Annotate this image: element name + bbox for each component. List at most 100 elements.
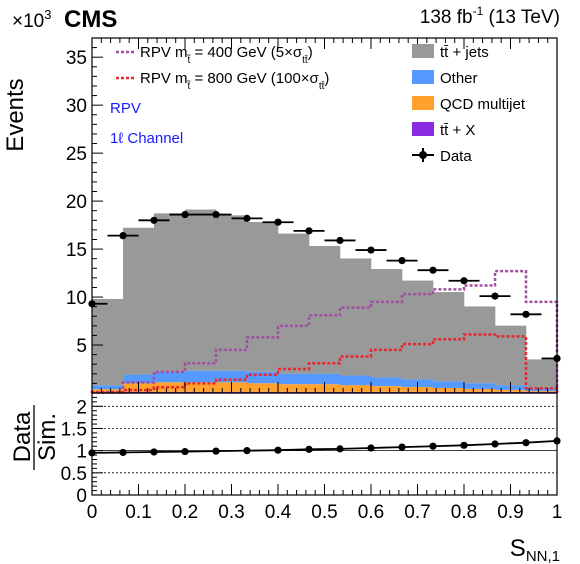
cms-logo-text: CMS: [64, 6, 117, 33]
data-point-3: [181, 210, 189, 219]
legend-swatch-ttx: [412, 122, 434, 136]
bar-other-11: [432, 381, 465, 389]
data-point-4: [212, 210, 220, 219]
data-point-1: [119, 232, 127, 240]
bar-tt-jets-9: [371, 269, 403, 378]
data-point-13: [491, 292, 499, 300]
legend-label-qcd: QCD multijet: [440, 96, 526, 113]
legend-label-data: Data: [440, 148, 472, 165]
data-point-5: [243, 214, 251, 222]
bar-qcd-multijet-2: [153, 382, 186, 392]
bar-other-6: [278, 373, 310, 385]
background-legend: tt̄ + jets Other QCD multijet tt̄ + X Da…: [412, 44, 526, 165]
ratio-point-9: [367, 444, 375, 452]
bar-tt-jets-13: [495, 325, 527, 386]
bar-other-9: [371, 377, 403, 387]
bar-qcd-multijet-11: [432, 388, 465, 392]
data-point-14: [522, 310, 530, 318]
ratio-point-8: [336, 445, 344, 453]
x-tick-label: 0: [87, 502, 98, 523]
ratio-x-axis: 0 0.1 0.2 0.3 0.4 0.5 0.6 0.7 0.8 0.9 1: [87, 484, 563, 523]
signal-lines: [90, 269, 559, 394]
bar-other-5: [246, 371, 279, 384]
luminosity-label: 138 fb-1 (13 TeV): [420, 4, 560, 28]
ratio-point-10: [398, 443, 406, 451]
ratio-points: [88, 437, 561, 457]
x-tick-label: 0.4: [265, 502, 292, 523]
bar-tt-jets-3: [185, 209, 217, 371]
bar-qcd-multijet-6: [278, 384, 310, 392]
bar-qcd-multijet-14: [525, 391, 558, 393]
bar-tt-jets-1: [123, 227, 155, 375]
bar-other-7: [309, 373, 341, 385]
data-points: [88, 210, 561, 363]
ratio-point-13: [491, 440, 499, 448]
ratio-y-axis: 00.511.52: [61, 396, 103, 507]
stacked-histogram: [92, 209, 558, 393]
ratio-point-7: [305, 445, 313, 453]
bar-other-2: [153, 371, 186, 383]
bar-other-1: [123, 374, 155, 384]
bar-qcd-multijet-12: [464, 388, 496, 392]
bar-other-14: [525, 388, 558, 392]
ratio-gridlines: [92, 405, 557, 474]
signal-legend: RPV mt̃ = 400 GeV (5×σtt̄) RPV mt̃ = 800…: [116, 44, 329, 92]
signal-400-legend-label: RPV mt̃ = 400 GeV (5×σtt̄): [140, 44, 313, 66]
ratio-y-tick-label: 0: [76, 486, 87, 507]
bar-qcd-multijet-8: [339, 385, 372, 392]
bar-tt-jets-5: [246, 222, 279, 372]
y-tick-label: 30: [66, 96, 87, 117]
bar-tt-jets-6: [278, 233, 310, 374]
bar-other-4: [216, 370, 248, 383]
ratio-point-11: [429, 442, 437, 450]
bar-tt-jets-12: [464, 306, 496, 384]
ratio-y-tick-label: 0.5: [61, 464, 87, 485]
bar-tt-jets-11: [432, 292, 465, 382]
y-tick-label: 5: [76, 336, 87, 357]
bar-qcd-multijet-0: [92, 389, 124, 393]
ratio-y-tick-label: 1.5: [61, 419, 87, 440]
bar-tt-jets-8: [339, 258, 372, 376]
data-point-11: [429, 266, 437, 274]
ratio-point-4: [212, 447, 220, 455]
ratio-y-tick-label: 1: [76, 442, 87, 463]
x-tick-label: 0.6: [358, 502, 384, 523]
x-tick-label: 0.1: [125, 502, 151, 523]
bar-qcd-multijet-9: [371, 386, 403, 392]
bar-tt-jets-4: [216, 215, 248, 371]
bar-tt-jets-14: [525, 359, 558, 389]
ratio-point-2: [150, 448, 158, 456]
x-tick-label: 0.9: [497, 502, 523, 523]
data-point-12: [460, 277, 468, 285]
legend-swatch-ttjets: [412, 44, 434, 58]
data-point-6: [274, 218, 282, 226]
x-axis-title: SNN,1: [510, 535, 560, 564]
y-tick-label: 20: [66, 192, 87, 213]
legend-label-other: Other: [440, 70, 478, 87]
legend-swatch-other: [412, 70, 434, 84]
bar-other-0: [92, 385, 124, 390]
x-tick-label: 1: [552, 502, 563, 523]
ratio-point-6: [274, 446, 282, 454]
ratio-y-tick-label: 2: [76, 397, 87, 418]
bar-tt-jets-10: [402, 280, 434, 380]
bar-other-12: [464, 383, 496, 389]
bar-tt-jets-0: [92, 298, 124, 386]
y-tick-label: 10: [66, 288, 87, 309]
y-tick-label: 25: [66, 144, 87, 165]
x-tick-label: 0.2: [172, 502, 198, 523]
main-x-ticks: [91, 38, 558, 393]
legend-label-ttjets: tt̄ + jets: [440, 44, 489, 61]
ratio-point-3: [181, 447, 189, 456]
y-tick-label: 15: [66, 240, 87, 261]
y-tick-label: 35: [66, 48, 87, 69]
ratio-line: [91, 439, 558, 454]
ratio-title-bottom: Sim.: [34, 413, 61, 461]
bar-other-8: [339, 375, 372, 386]
data-point-2: [150, 216, 158, 224]
legend-swatch-qcd: [412, 96, 434, 110]
signal-line-0: [90, 269, 559, 394]
x-tick-label: 0.5: [311, 502, 337, 523]
signal-line-1: [90, 333, 559, 394]
